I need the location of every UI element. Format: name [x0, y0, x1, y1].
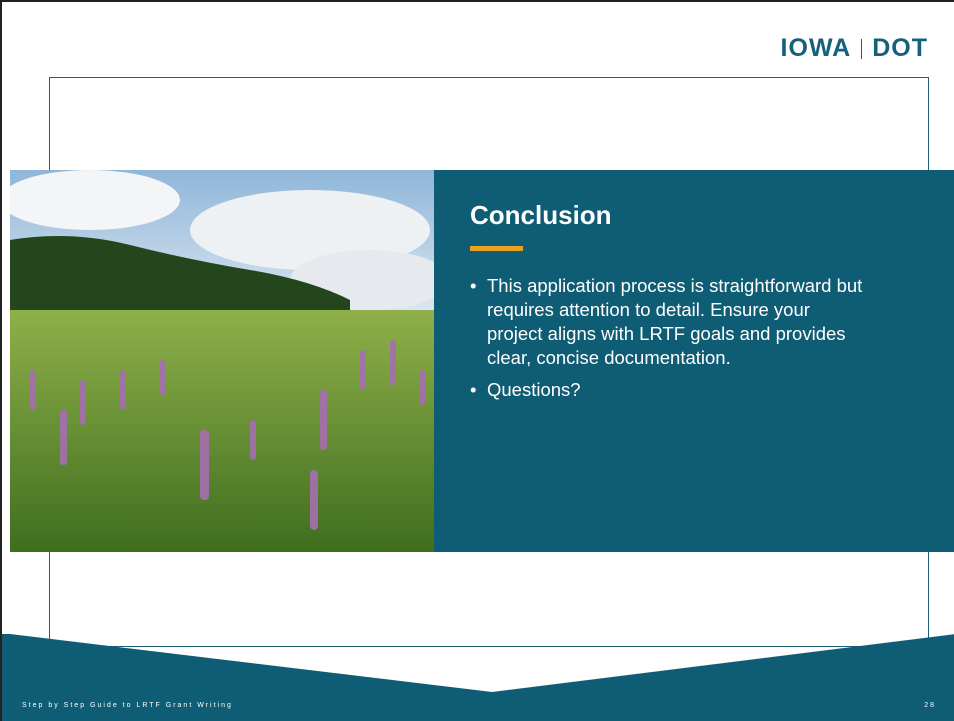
bullet-list: This application process is straightforw…: [470, 274, 870, 410]
slide-title: Conclusion: [470, 200, 612, 231]
slide: IOWA DOT Conclusion This application pro…: [0, 0, 954, 721]
bullet: Questions?: [470, 378, 870, 402]
logo-separator: [861, 39, 862, 59]
logo-right: DOT: [872, 34, 928, 63]
title-underline: [470, 246, 523, 251]
bullet: This application process is straightforw…: [470, 274, 870, 370]
content-panel: Conclusion This application process is s…: [434, 170, 954, 552]
footer-text: Step by Step Guide to LRTF Grant Writing: [22, 702, 233, 709]
logo-left: IOWA: [781, 34, 852, 63]
page-number: 28: [924, 702, 936, 709]
logo: IOWA DOT: [781, 34, 928, 63]
meadow-photo: [10, 170, 434, 552]
